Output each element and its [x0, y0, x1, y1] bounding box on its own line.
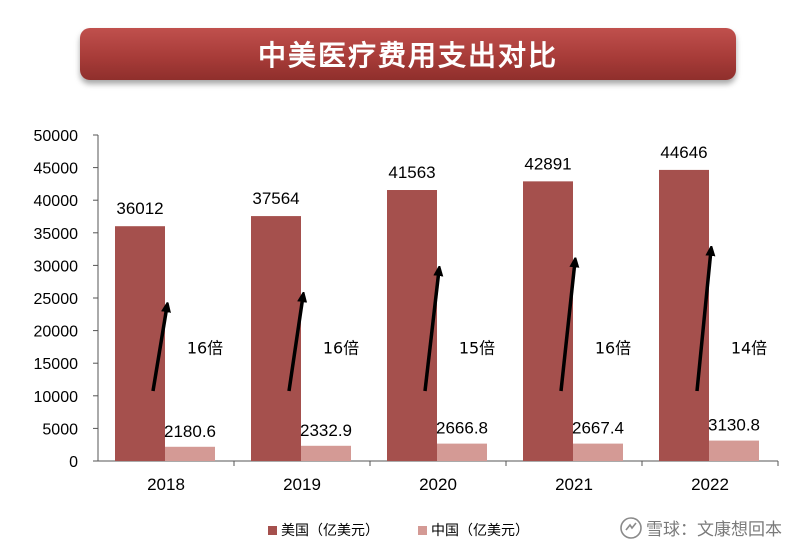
us-bar	[251, 216, 301, 461]
legend-label-china: 中国（亿美元）	[431, 523, 529, 539]
china-bar	[301, 445, 351, 461]
ratio-annotation: 16倍	[187, 338, 223, 357]
legend-swatch-china	[418, 526, 427, 535]
us-value-label: 44646	[660, 143, 707, 162]
us-value-label: 42891	[524, 154, 571, 173]
x-tick-label: 2022	[691, 475, 729, 494]
ratio-arrow	[559, 261, 575, 392]
us-bar	[523, 181, 573, 461]
x-tick-label: 2019	[283, 475, 321, 494]
y-tick-label: 50000	[34, 128, 79, 145]
ratio-arrow	[151, 306, 167, 392]
us-bar	[387, 190, 437, 461]
y-tick-label: 35000	[34, 226, 79, 243]
china-value-label: 3130.8	[708, 416, 760, 435]
legend-label-us: 美国（亿美元）	[281, 523, 379, 539]
china-bar	[573, 443, 623, 461]
y-tick-label: 25000	[34, 291, 79, 308]
watermark-text: 雪球：文康想回本	[646, 520, 782, 540]
ratio-arrow	[423, 270, 439, 392]
y-tick-label: 10000	[34, 389, 79, 406]
y-tick-label: 15000	[34, 356, 79, 373]
y-tick-label: 45000	[34, 161, 79, 178]
china-bar	[437, 443, 487, 461]
y-tick-label: 40000	[34, 193, 79, 210]
ratio-annotation: 16倍	[595, 338, 631, 357]
china-bar	[709, 440, 759, 461]
ratio-arrow	[287, 296, 303, 392]
china-value-label: 2667.4	[572, 419, 624, 438]
china-value-label: 2666.8	[436, 419, 488, 438]
legend-swatch-us	[268, 526, 277, 535]
ratio-annotation: 14倍	[731, 338, 767, 357]
snowball-logo-icon	[620, 516, 642, 539]
chart-title: 中美医疗费用支出对比	[257, 39, 558, 72]
chart-title-banner: 中美医疗费用支出对比	[80, 28, 736, 80]
ratio-annotation: 15倍	[459, 338, 495, 357]
x-tick-label: 2020	[419, 475, 457, 494]
ratio-arrow	[695, 250, 711, 392]
us-bar	[659, 169, 709, 461]
x-tick-label: 2021	[555, 475, 593, 494]
x-tick-label: 2018	[147, 475, 185, 494]
us-bar	[115, 226, 165, 461]
us-value-label: 41563	[388, 163, 435, 182]
y-tick-label: 20000	[34, 324, 79, 341]
y-tick-label: 0	[69, 454, 78, 471]
china-value-label: 2332.9	[300, 421, 352, 440]
y-tick-label: 5000	[42, 421, 78, 438]
watermark: 雪球：文康想回本	[620, 515, 782, 540]
y-tick-label: 30000	[34, 258, 79, 275]
us-value-label: 36012	[116, 199, 163, 218]
us-value-label: 37564	[252, 189, 299, 208]
ratio-annotation: 16倍	[323, 338, 359, 357]
china-bar	[165, 446, 215, 461]
china-value-label: 2180.6	[164, 422, 216, 441]
